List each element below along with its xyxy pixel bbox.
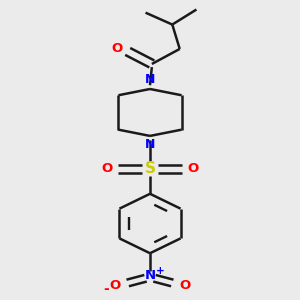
- Text: O: O: [112, 42, 123, 56]
- Text: O: O: [101, 162, 112, 175]
- Text: N: N: [145, 138, 155, 152]
- Text: O: O: [109, 279, 120, 292]
- Text: +: +: [156, 266, 165, 276]
- Text: -: -: [104, 282, 110, 296]
- Text: N: N: [144, 269, 156, 282]
- Text: O: O: [180, 279, 191, 292]
- Text: S: S: [145, 161, 155, 176]
- Text: O: O: [188, 162, 199, 175]
- Text: N: N: [145, 74, 155, 86]
